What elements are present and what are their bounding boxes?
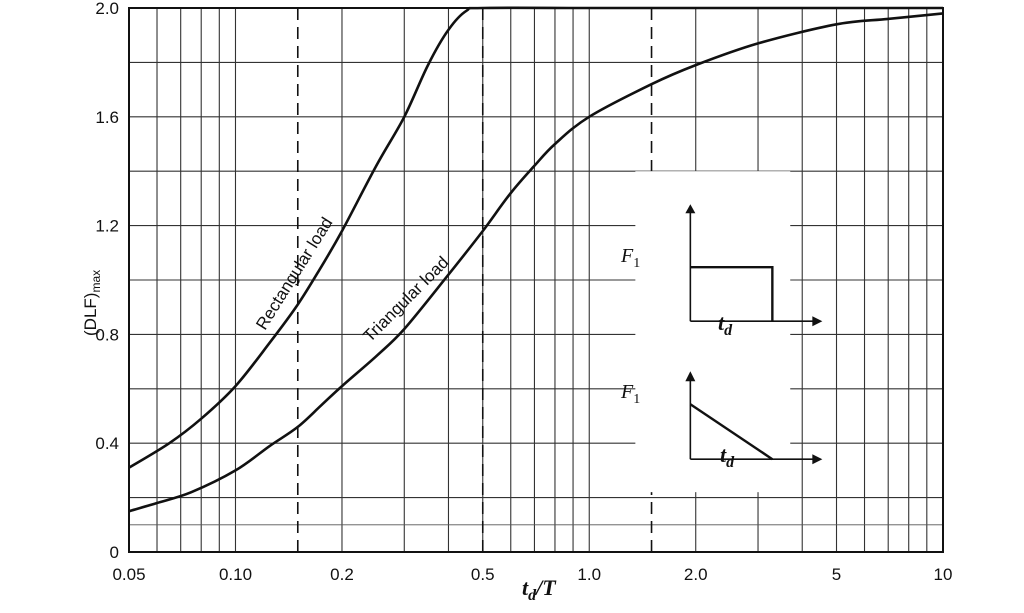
x-tick-labels: 0.05 0.10 0.2 0.5 1.0 2.0 5 10 — [112, 565, 952, 584]
y-tick-label: 0.4 — [95, 434, 119, 453]
y-axis-label-main: (DLF) — [81, 293, 100, 336]
y-tick-label: 1.2 — [95, 217, 119, 236]
inset-triangular-pulse — [689, 403, 774, 461]
y-tick-label: 2.0 — [95, 0, 119, 18]
inset-bottom-time-main: t — [720, 442, 727, 467]
x-tick-label: 2.0 — [684, 565, 708, 584]
inset-background — [635, 171, 791, 493]
x-axis-label-sub: d — [528, 587, 537, 604]
inset-top-force-label: F1 — [620, 245, 640, 271]
y-axis-label: (DLF)max — [81, 270, 103, 336]
x-tick-label: 1.0 — [577, 565, 601, 584]
y-tick-label: 0 — [110, 543, 119, 562]
inset-bottom-force-label: F1 — [620, 381, 640, 407]
x-axis-label-tail: /T — [534, 575, 557, 600]
inset-top-force-sub: 1 — [633, 256, 640, 271]
inset-bottom-force-sub: 1 — [633, 392, 640, 407]
rectangular-load-label: Rectangular load — [252, 214, 336, 333]
curves — [128, 6, 944, 513]
x-axis-label: td/T — [522, 575, 557, 604]
x-axis-label-main: t — [522, 575, 529, 600]
x-tick-label: 10 — [934, 565, 953, 584]
plot-frame — [128, 7, 944, 553]
inset-bottom-y-arrow — [685, 371, 696, 382]
inset-top-x-arrow — [812, 316, 823, 327]
inset-bottom-time-label: td — [720, 442, 735, 471]
inset-top-force-main: F — [620, 245, 634, 267]
y-axis-label-sub: max — [89, 270, 103, 293]
x-tick-label: 5 — [832, 565, 841, 584]
y-tick-labels: 0 0.4 0.8 1.2 1.6 2.0 — [95, 0, 119, 562]
triangular-load-curve — [128, 12, 944, 513]
inset-panel — [635, 171, 823, 493]
rectangular-load-curve — [128, 6, 943, 469]
triangular-load-label: Triangular load — [359, 253, 452, 346]
x-tick-label: 0.2 — [330, 565, 354, 584]
inset-top-time-sub: d — [724, 322, 733, 339]
inset-top-time-main: t — [718, 310, 725, 335]
inset-bottom-x-arrow — [812, 454, 823, 465]
inset-top-y-arrow — [685, 204, 696, 214]
inset-bottom-force-main: F — [620, 381, 634, 403]
inset-rectangular-pulse — [690, 266, 774, 322]
x-tick-label: 0.05 — [112, 565, 145, 584]
y-tick-label: 0.8 — [95, 325, 119, 344]
grid — [129, 8, 943, 552]
inset-top-time-label: td — [718, 310, 733, 339]
y-tick-label: 1.6 — [95, 108, 119, 127]
x-tick-label: 0.10 — [219, 565, 252, 584]
inset-bottom-time-sub: d — [726, 454, 735, 471]
x-tick-label: 0.5 — [471, 565, 495, 584]
